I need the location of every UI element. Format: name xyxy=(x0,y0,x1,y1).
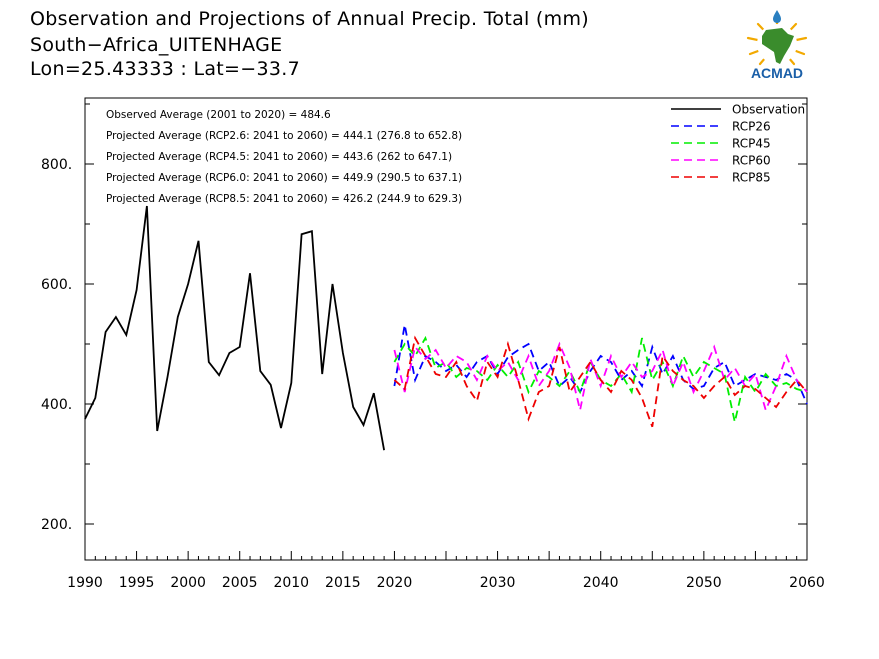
y-axis: 200. 400. 600. 800. xyxy=(41,103,807,533)
acmad-logo: ACMAD xyxy=(738,8,816,82)
series-lines xyxy=(84,205,808,451)
annotations: Observed Average (2001 to 2020) = 484.6 P… xyxy=(106,109,462,205)
legend-label: RCP45 xyxy=(732,137,771,151)
x-tick-label: 2050 xyxy=(686,575,722,591)
legend-label: RCP85 xyxy=(732,171,771,185)
x-tick-label: 2005 xyxy=(222,575,258,591)
series-line-rcp26 xyxy=(393,324,808,405)
legend: Observation RCP26 RCP45 RCP60 RCP85 xyxy=(671,103,805,185)
series-line-observation xyxy=(84,205,385,451)
x-axis: 1990 1995 2000 2005 2010 2015 2020 2030 2040 2050… xyxy=(67,551,825,591)
annotation-text: Observed Average (2001 to 2020) = 484.6 xyxy=(106,109,331,121)
x-tick-label: 2000 xyxy=(170,575,206,591)
y-tick-label: 800. xyxy=(41,157,72,173)
plot-frame xyxy=(84,97,808,561)
legend-label: RCP60 xyxy=(732,154,771,168)
annotation-text: Projected Average (RCP8.5: 2041 to 2060)… xyxy=(106,193,462,205)
y-tick-label: 400. xyxy=(41,397,72,413)
x-tick-label: 2040 xyxy=(583,575,619,591)
y-tick-label: 600. xyxy=(41,277,72,293)
series-line-rcp85 xyxy=(393,335,808,428)
x-tick-label: 2010 xyxy=(273,575,309,591)
x-tick-label: 2020 xyxy=(377,575,413,591)
x-tick-label: 2030 xyxy=(480,575,516,591)
x-tick-label: 2060 xyxy=(789,575,825,591)
x-tick-label: 1990 xyxy=(67,575,103,591)
annotation-text: Projected Average (RCP6.0: 2041 to 2060)… xyxy=(106,172,462,184)
chart-title: Observation and Projections of Annual Pr… xyxy=(30,8,589,30)
series-line-rcp60 xyxy=(393,341,808,413)
legend-label: Observation xyxy=(732,103,805,117)
y-tick-label: 200. xyxy=(41,517,72,533)
x-tick-label: 1995 xyxy=(119,575,155,591)
coordinates: Lon=25.43333 : Lat=−33.7 xyxy=(30,58,300,80)
x-tick-label: 2015 xyxy=(325,575,361,591)
logo-text: ACMAD xyxy=(751,65,803,81)
annotation-text: Projected Average (RCP2.6: 2041 to 2060)… xyxy=(106,130,462,142)
annotation-text: Projected Average (RCP4.5: 2041 to 2060)… xyxy=(106,151,452,163)
plot-border xyxy=(84,97,808,561)
location-name: South−Africa_UITENHAGE xyxy=(30,34,283,56)
legend-label: RCP26 xyxy=(732,120,771,134)
